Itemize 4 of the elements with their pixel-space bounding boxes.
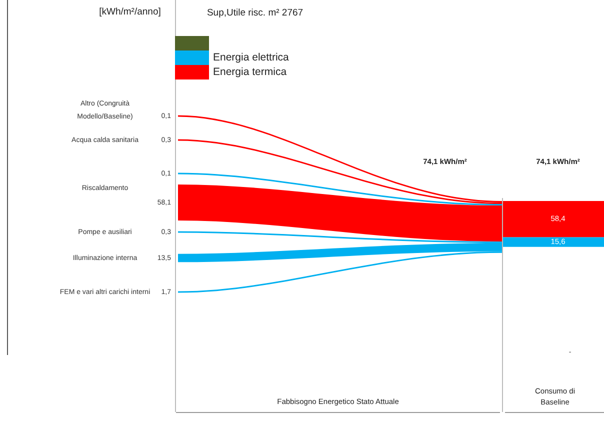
text: Sup,Utile risc. m² 2767 [206,8,304,19]
legend-label: Energia termica [213,66,287,78]
text: [kWh/m²/anno] [99,6,161,18]
legend-label: Energia elettrica [213,51,290,64]
